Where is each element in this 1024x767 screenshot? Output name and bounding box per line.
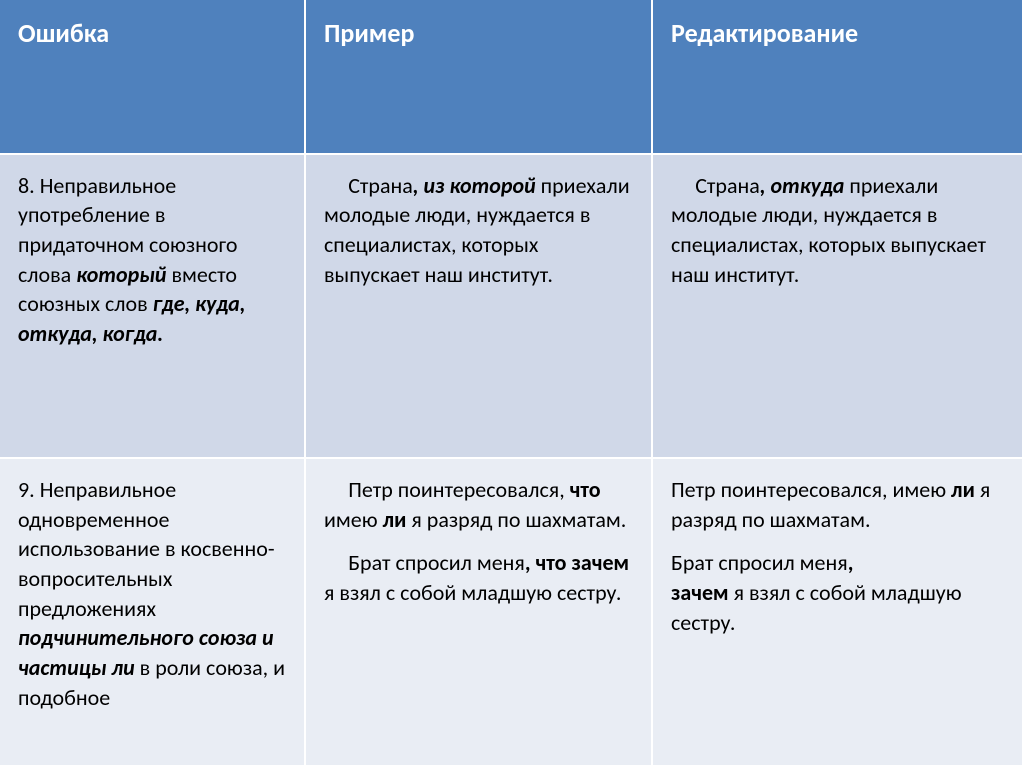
highlight: , откуда <box>760 172 845 199</box>
example-text: Страна <box>348 172 413 199</box>
grammar-errors-table: Ошибка Пример Редактирование 8. Неправил… <box>0 0 1024 767</box>
table-row-edit: Страна, откуда приехали молодые люди, ну… <box>653 155 1024 460</box>
row-number: 8. <box>18 172 40 199</box>
highlight: , что зачем <box>525 549 629 576</box>
example-text: Брат спросил меня <box>348 549 525 576</box>
highlight: что <box>570 476 601 503</box>
edit-paragraph: Петр поинтересовался, имею ли я разряд п… <box>671 475 1004 534</box>
highlight: , <box>848 549 854 576</box>
table-row-error: 9. Неправильное одновременное использова… <box>0 459 306 767</box>
col-header-error: Ошибка <box>0 0 306 155</box>
table-row-example: Страна, из которой приехали молодые люди… <box>306 155 653 460</box>
example-text: Петр поинтересовался, <box>348 476 569 503</box>
table-row-example: Петр поинтересовался, что имею ли я разр… <box>306 459 653 767</box>
example-paragraph: Петр поинтересовался, что имею ли я разр… <box>324 475 633 534</box>
edit-text: Петр поинтересовался, имею <box>671 476 951 503</box>
example-text: я разряд по шахматам. <box>406 506 626 533</box>
edit-text: Страна <box>695 172 760 199</box>
col-header-example: Пример <box>306 0 653 155</box>
example-text: я взял с собой младшую сестру. <box>324 579 621 606</box>
error-text: Неправильное одновременное использование… <box>18 476 275 622</box>
example-text: имею <box>324 506 383 533</box>
row-number: 9. <box>18 476 40 503</box>
highlight: зачем <box>671 579 729 606</box>
table-row-error: 8. Неправильное употребление в придаточн… <box>0 155 306 460</box>
highlight: , из которой <box>413 172 536 199</box>
highlight: ли <box>383 506 407 533</box>
edit-text: Брат спросил меня <box>671 549 848 576</box>
col-header-edit: Редактирование <box>653 0 1024 155</box>
example-paragraph: Брат спросил меня, что зачем я взял с со… <box>324 548 633 607</box>
table-row-edit: Петр поинтересовался, имею ли я разряд п… <box>653 459 1024 767</box>
highlight: ли <box>951 476 975 503</box>
edit-paragraph: Брат спросил меня, зачем я взял с собой … <box>671 548 1004 637</box>
keyword: который <box>76 261 166 288</box>
